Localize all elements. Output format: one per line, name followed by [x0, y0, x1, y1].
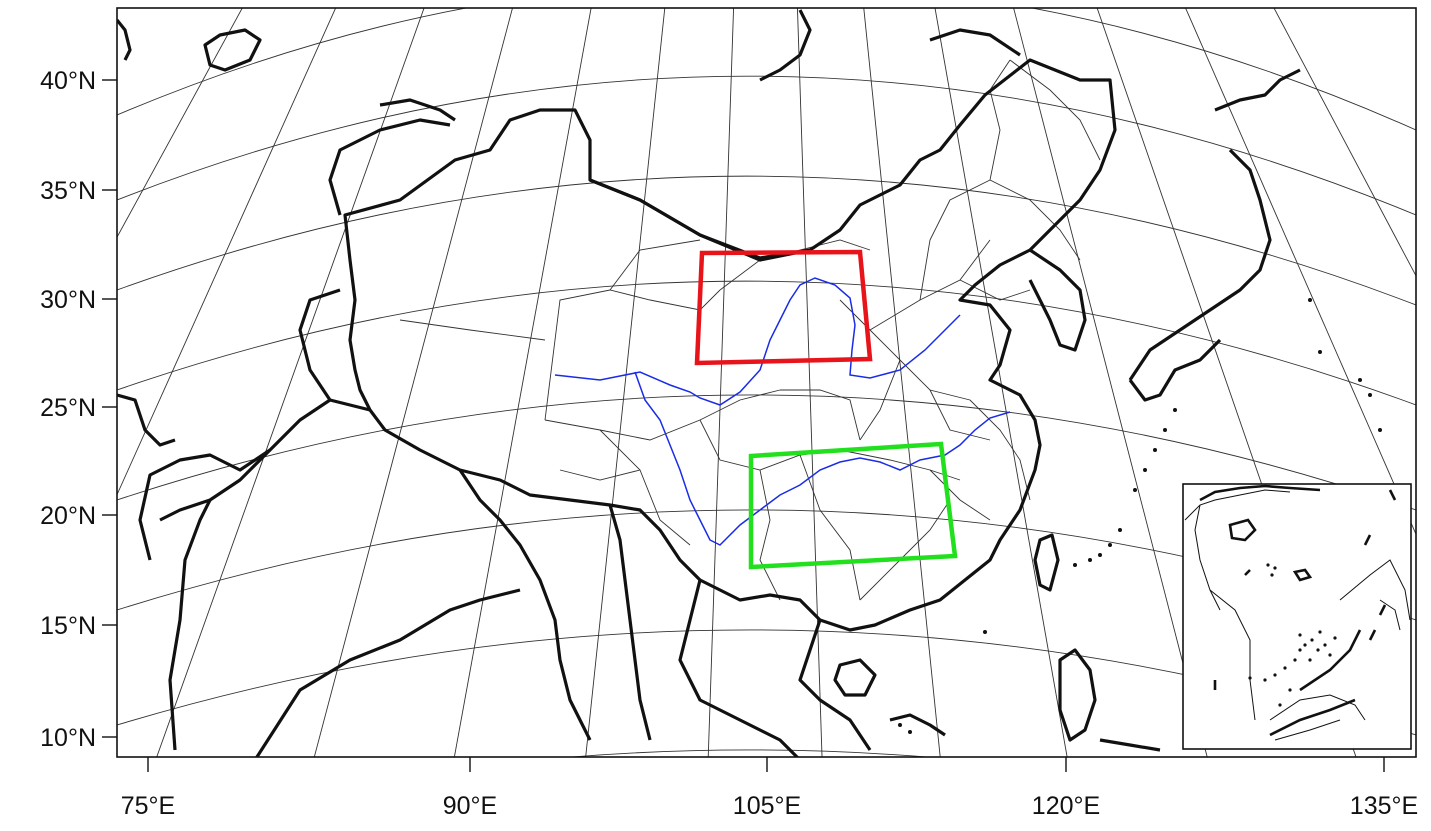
- northern-region-box: [694, 249, 873, 366]
- yellow-river: [554, 277, 961, 406]
- lon-label-75: 75°E: [121, 792, 175, 820]
- latitude-ticks: [102, 79, 117, 738]
- lat-label-30: 30°N: [40, 286, 96, 314]
- lat-label-25: 25°N: [40, 394, 96, 422]
- inset-frame: [1182, 483, 1412, 750]
- lat-label-40: 40°N: [40, 67, 96, 95]
- lon-label-105: 105°E: [733, 792, 801, 820]
- lon-label-90: 90°E: [443, 792, 497, 820]
- lat-label-10: 10°N: [40, 724, 96, 752]
- longitude-labels: 75°E 90°E 105°E 120°E 135°E: [121, 792, 1418, 820]
- lat-label-35: 35°N: [40, 177, 96, 205]
- lon-label-120: 120°E: [1032, 792, 1100, 820]
- rivers: [554, 277, 1011, 546]
- scattered-islands: [898, 298, 1382, 734]
- region-boxes: [694, 249, 958, 570]
- coastlines-and-borders: [117, 9, 1301, 757]
- southern-region-box: [748, 441, 958, 570]
- lon-label-135: 135°E: [1350, 792, 1418, 820]
- latitude-labels: 40°N 35°N 30°N 25°N 20°N 15°N 10°N: [40, 67, 96, 752]
- yangtze-river: [634, 371, 1011, 546]
- inset-map: [1182, 483, 1412, 750]
- lat-label-15: 15°N: [40, 612, 96, 640]
- longitude-ticks: [147, 757, 1385, 772]
- lat-label-20: 20°N: [40, 502, 96, 530]
